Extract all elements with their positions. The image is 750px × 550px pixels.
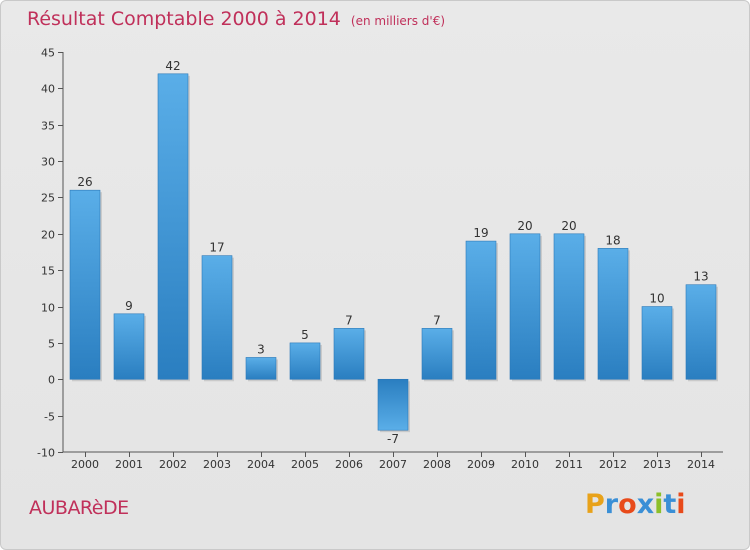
bar-2007 — [377, 378, 409, 431]
bar-2010 — [509, 233, 541, 380]
commune-name: AUBARèDE — [29, 497, 129, 519]
x-tick-label: 2013 — [643, 458, 671, 471]
value-label-2008: 7 — [433, 313, 441, 327]
value-label-2006: 7 — [345, 313, 353, 327]
y-tick-label: 0 — [48, 374, 55, 387]
bar-2006 — [333, 328, 365, 380]
x-tick-label: 2014 — [687, 458, 715, 471]
value-label-2003: 17 — [209, 241, 224, 255]
bar-2002 — [157, 73, 189, 380]
y-tick-label: 5 — [48, 338, 55, 351]
chart-title: Résultat Comptable 2000 à 2014 (en millie… — [27, 8, 445, 30]
value-label-2010: 20 — [517, 219, 532, 233]
x-tick-label: 2004 — [247, 458, 275, 471]
bar-2004 — [245, 357, 277, 380]
logo-letter: t — [663, 489, 677, 520]
bars-group — [69, 73, 718, 433]
value-label-2011: 20 — [561, 219, 576, 233]
value-label-2014: 13 — [693, 270, 708, 284]
y-tick-label: 20 — [41, 229, 55, 242]
x-tick-label: 2011 — [555, 458, 583, 471]
y-tick-label: 35 — [41, 120, 55, 133]
x-tick-label: 2005 — [291, 458, 319, 471]
x-tick-label: 2001 — [115, 458, 143, 471]
y-tick-label: 25 — [41, 192, 55, 205]
bar-2000 — [69, 189, 101, 380]
bar-2009 — [465, 240, 497, 380]
chart-title-text: Résultat Comptable 2000 à 2014 — [27, 8, 341, 30]
y-tick-label: 45 — [41, 47, 55, 60]
x-tick-label: 2006 — [335, 458, 363, 471]
proxiti-logo: Proxiti — [585, 489, 686, 520]
y-tick-label: -10 — [37, 447, 55, 460]
y-tick-label: -5 — [44, 411, 55, 424]
bar-2005 — [289, 342, 321, 380]
value-label-2012: 18 — [605, 233, 620, 247]
x-tick-label: 2012 — [599, 458, 627, 471]
x-tick-label: 2009 — [467, 458, 495, 471]
value-label-2005: 5 — [301, 328, 309, 342]
value-label-2009: 19 — [473, 226, 488, 240]
bar-2012 — [597, 248, 629, 380]
value-labels-group: 26 9 42 17 3 5 7 -7 7 19 20 20 18 10 13 — [77, 59, 708, 446]
logo-letter: o — [618, 489, 637, 520]
logo-letter: P — [585, 489, 605, 520]
value-label-2001: 9 — [125, 299, 133, 313]
bar-2001 — [113, 313, 145, 380]
chart-unit: (en milliers d'€) — [350, 14, 446, 28]
bar-2014 — [685, 284, 717, 380]
x-tick-label: 2000 — [71, 458, 99, 471]
x-tick-label: 2010 — [511, 458, 539, 471]
value-label-2000: 26 — [77, 175, 92, 189]
y-tick-label: 10 — [41, 302, 55, 315]
bar-2008 — [421, 328, 453, 380]
logo-letter: i — [654, 489, 664, 520]
y-tick-label: 40 — [41, 83, 55, 96]
value-label-2002: 42 — [165, 59, 180, 73]
x-tick-label: 2008 — [423, 458, 451, 471]
y-tick-label: 30 — [41, 156, 55, 169]
logo-letter: x — [636, 489, 655, 520]
x-tick-label: 2003 — [203, 458, 231, 471]
bar-2003 — [201, 255, 233, 380]
value-label-2007: -7 — [387, 432, 399, 446]
y-tick-label: 15 — [41, 265, 55, 278]
x-tick-label: 2007 — [379, 458, 407, 471]
bar-2011 — [553, 233, 585, 380]
value-label-2004: 3 — [257, 342, 265, 356]
value-label-2013: 10 — [649, 292, 664, 306]
x-tick-label: 2002 — [159, 458, 187, 471]
logo-letter: i — [676, 489, 686, 520]
logo-letter: r — [604, 489, 619, 520]
bar-2013 — [641, 306, 673, 380]
